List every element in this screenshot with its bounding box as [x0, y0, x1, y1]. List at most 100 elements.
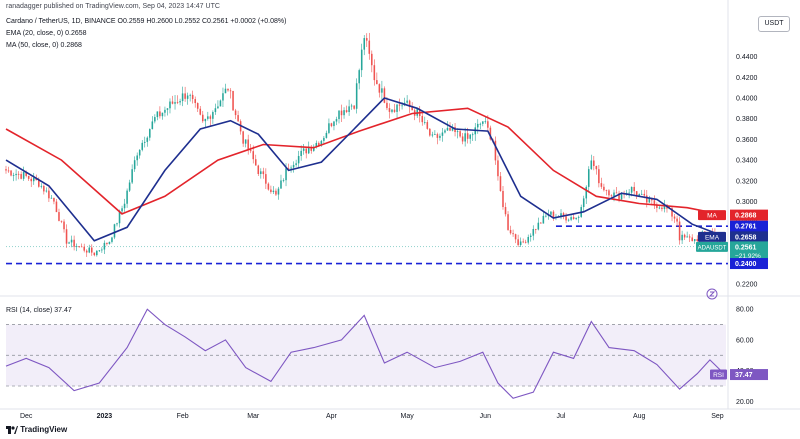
- candle-body: [48, 190, 50, 199]
- candle-body: [567, 219, 570, 221]
- candle-body: [277, 188, 280, 195]
- candle-body: [388, 108, 391, 112]
- currency-selector[interactable]: USDT: [758, 16, 790, 32]
- candle-body: [32, 177, 35, 182]
- candle-body: [131, 169, 133, 183]
- candle-body: [590, 160, 593, 170]
- candle-body: [451, 127, 454, 131]
- candle-body: [260, 171, 262, 175]
- candle-body: [615, 192, 618, 194]
- time-tick-label: Aug: [633, 413, 646, 420]
- candle-body: [22, 172, 25, 179]
- candle-body: [436, 134, 439, 138]
- candle-body: [502, 190, 504, 208]
- candle-body: [249, 150, 252, 152]
- candle-body: [75, 246, 78, 248]
- candle-body: [537, 222, 540, 230]
- candle-body: [307, 148, 310, 154]
- candle-body: [194, 99, 196, 104]
- candle-body: [391, 109, 393, 112]
- candle-body: [232, 90, 234, 111]
- candle-body: [519, 241, 522, 246]
- indicator-lines-layer: [5, 97, 726, 399]
- candle-body: [60, 220, 63, 222]
- candle-body: [20, 174, 22, 179]
- candle-body: [376, 80, 378, 85]
- candle-body: [191, 94, 194, 100]
- current-price-value: 0.2561: [735, 244, 757, 251]
- candle-body: [176, 102, 179, 103]
- candle-body: [595, 166, 598, 170]
- candle-body: [562, 213, 565, 217]
- candle-body: [484, 121, 487, 123]
- candle-body: [267, 183, 270, 190]
- candle-body: [683, 234, 686, 238]
- publisher-line: ranadagger published on TradingView.com,…: [6, 3, 220, 10]
- candle-body: [593, 160, 595, 167]
- candle-body: [292, 164, 295, 168]
- candle-body: [254, 159, 257, 166]
- candle-body: [630, 186, 633, 193]
- candle-body: [166, 108, 169, 110]
- candle-body: [27, 175, 30, 179]
- candle-body: [38, 180, 40, 187]
- candle-body: [338, 110, 340, 120]
- price-tick-label: 0.3200: [736, 178, 758, 185]
- tradingview-mark-icon: [6, 425, 18, 434]
- candle-body: [133, 160, 136, 170]
- ma-legend: MA (50, close, 0) 0.2868: [6, 41, 82, 50]
- candle-body: [290, 167, 292, 169]
- candle-body: [479, 123, 482, 125]
- candle-body: [169, 101, 171, 109]
- candle-body: [527, 236, 530, 243]
- candle-body: [681, 234, 683, 241]
- rsi-band-layer: [6, 324, 726, 387]
- candle-body: [325, 132, 328, 138]
- candle-body: [688, 236, 691, 238]
- time-tick-label: Dec: [20, 413, 33, 420]
- ma-label: MA (50, close, 0): [6, 42, 59, 49]
- candle-body: [212, 112, 214, 119]
- zoom-icon[interactable]: [706, 288, 718, 300]
- candle-body: [297, 156, 300, 164]
- candle-body: [323, 137, 325, 141]
- candle-body: [676, 218, 678, 222]
- candle-body: [439, 135, 441, 138]
- candle-body: [128, 182, 131, 191]
- candle-body: [50, 197, 53, 199]
- candle-body: [476, 123, 479, 128]
- ema-label: EMA (20, close, 0): [6, 30, 64, 37]
- candle-body: [633, 186, 635, 192]
- candle-body: [106, 242, 108, 244]
- candle-body: [570, 217, 572, 220]
- candle-body: [560, 213, 562, 217]
- candle-body: [524, 241, 527, 243]
- price-tick-label: 0.4200: [736, 75, 758, 82]
- candle-body: [489, 127, 492, 140]
- ema-legend: EMA (20, close, 0) 0.2658: [6, 29, 87, 38]
- candle-body: [658, 207, 661, 209]
- ema-value: 0.2658: [65, 30, 87, 37]
- candle-body: [90, 247, 93, 253]
- candle-body: [693, 239, 696, 242]
- candle-body: [68, 242, 70, 244]
- candle-body: [217, 106, 219, 109]
- ma-tag-value: 0.2868: [735, 213, 757, 220]
- candle-body: [646, 195, 648, 203]
- candle-body: [363, 38, 366, 50]
- candle-body: [17, 173, 20, 175]
- candle-body: [482, 121, 484, 124]
- candle-body: [116, 223, 118, 225]
- candle-body: [535, 229, 537, 230]
- rsi-line: [5, 308, 726, 399]
- candle-body: [360, 49, 363, 71]
- candle-body: [575, 217, 577, 220]
- candle-body: [88, 247, 91, 253]
- candle-body: [219, 100, 222, 107]
- candle-body: [691, 237, 693, 242]
- time-tick-label: Mar: [247, 413, 260, 420]
- candle-body: [93, 252, 96, 256]
- symbol-title: Cardano / TetherUS, 1D, BINANCE: [6, 18, 116, 25]
- candle-body: [285, 168, 287, 181]
- candle-body: [696, 239, 699, 242]
